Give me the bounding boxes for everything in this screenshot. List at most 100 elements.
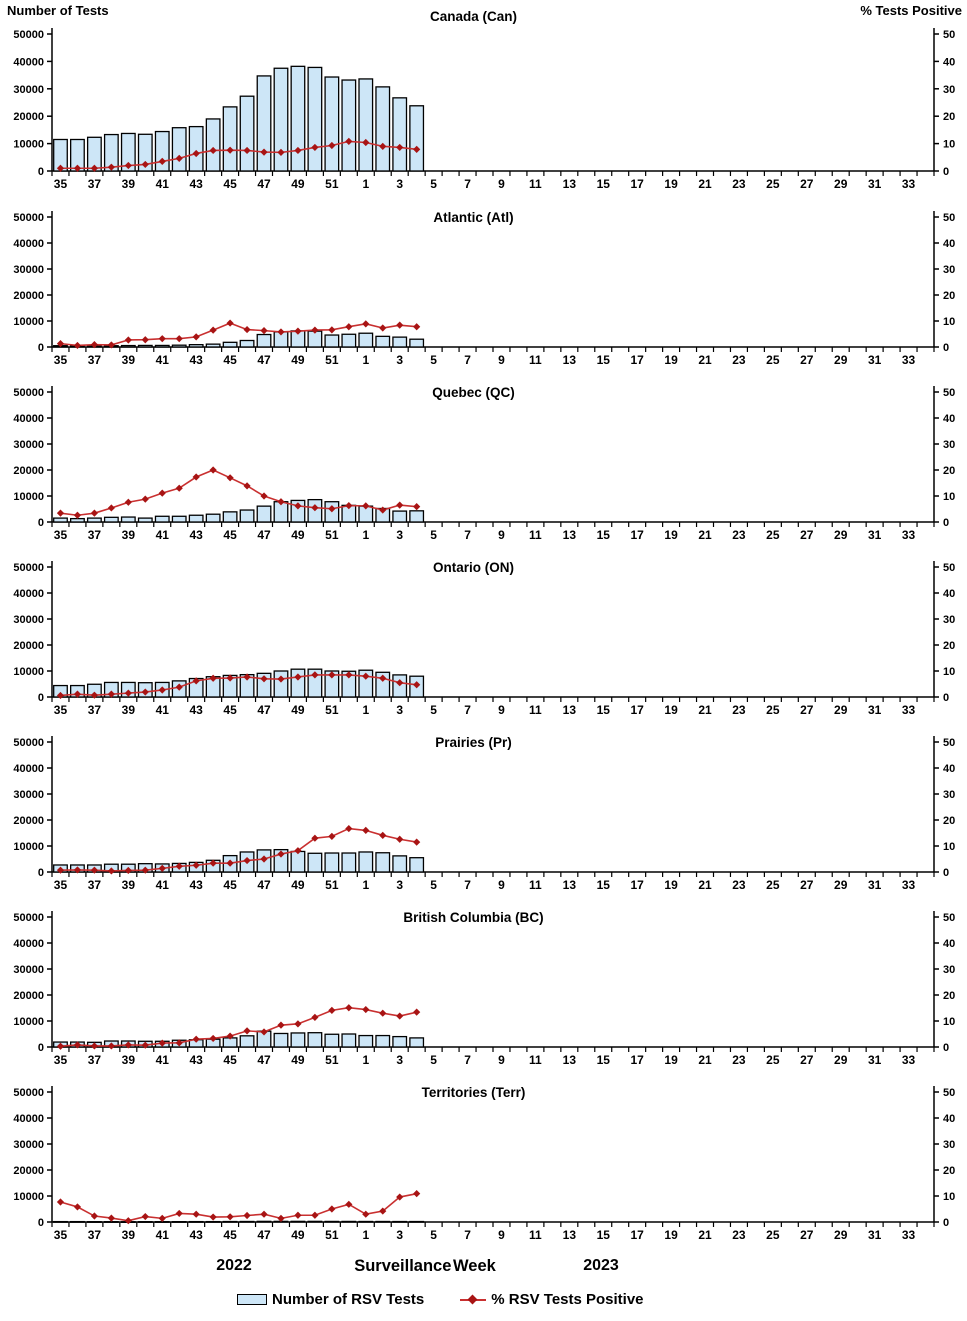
svg-text:30000: 30000 — [13, 84, 44, 96]
svg-text:40000: 40000 — [13, 1113, 44, 1125]
svg-text:20: 20 — [943, 815, 955, 827]
svg-text:51: 51 — [325, 703, 339, 717]
svg-text:30000: 30000 — [13, 264, 44, 276]
svg-text:40: 40 — [943, 238, 955, 250]
svg-text:31: 31 — [868, 1228, 882, 1242]
svg-text:11: 11 — [529, 878, 542, 892]
svg-text:37: 37 — [88, 177, 102, 191]
svg-text:39: 39 — [122, 878, 136, 892]
svg-text:17: 17 — [630, 353, 644, 367]
svg-text:0: 0 — [38, 517, 44, 529]
svg-text:10000: 10000 — [13, 1016, 44, 1028]
svg-text:47: 47 — [257, 1228, 271, 1242]
svg-text:27: 27 — [800, 878, 814, 892]
svg-text:0: 0 — [943, 166, 949, 178]
svg-text:9: 9 — [498, 528, 505, 542]
svg-text:10000: 10000 — [13, 139, 44, 151]
svg-text:51: 51 — [325, 353, 339, 367]
svg-text:5: 5 — [430, 1228, 437, 1242]
svg-text:3: 3 — [396, 528, 403, 542]
svg-text:49: 49 — [291, 878, 305, 892]
svg-text:35: 35 — [54, 353, 68, 367]
svg-text:0: 0 — [943, 1042, 949, 1054]
line-legend-marker — [460, 1294, 487, 1306]
svg-text:20000: 20000 — [13, 640, 44, 652]
svg-text:50000: 50000 — [13, 29, 44, 41]
panel-prairies: Prairies (Pr) 0 0 10000 10 20000 20 30000 30 400… — [0, 720, 967, 895]
svg-text:30: 30 — [943, 439, 955, 451]
svg-text:50000: 50000 — [13, 387, 44, 399]
svg-text:37: 37 — [88, 528, 102, 542]
svg-text:50: 50 — [943, 387, 955, 399]
svg-text:5: 5 — [430, 878, 437, 892]
svg-text:39: 39 — [122, 528, 136, 542]
svg-text:9: 9 — [498, 1228, 505, 1242]
svg-text:35: 35 — [54, 703, 68, 717]
svg-text:49: 49 — [291, 1053, 305, 1067]
svg-text:27: 27 — [800, 353, 814, 367]
svg-text:29: 29 — [834, 353, 848, 367]
svg-text:50: 50 — [943, 912, 955, 924]
svg-text:11: 11 — [529, 177, 542, 191]
svg-text:21: 21 — [698, 1228, 712, 1242]
svg-text:17: 17 — [630, 1053, 644, 1067]
svg-text:3: 3 — [396, 353, 403, 367]
svg-text:20000: 20000 — [13, 465, 44, 477]
svg-text:25: 25 — [766, 878, 780, 892]
svg-text:45: 45 — [223, 703, 237, 717]
svg-text:37: 37 — [88, 878, 102, 892]
svg-text:20: 20 — [943, 1165, 955, 1177]
svg-text:19: 19 — [664, 353, 678, 367]
svg-text:51: 51 — [325, 177, 339, 191]
svg-text:33: 33 — [902, 528, 916, 542]
svg-text:31: 31 — [868, 528, 882, 542]
svg-text:5: 5 — [430, 177, 437, 191]
svg-text:25: 25 — [766, 703, 780, 717]
svg-text:45: 45 — [223, 878, 237, 892]
svg-text:20000: 20000 — [13, 111, 44, 123]
svg-text:11: 11 — [529, 1053, 542, 1067]
svg-text:49: 49 — [291, 703, 305, 717]
svg-text:27: 27 — [800, 177, 814, 191]
svg-text:30000: 30000 — [13, 614, 44, 626]
svg-text:1: 1 — [362, 703, 369, 717]
svg-text:10: 10 — [943, 316, 955, 328]
svg-text:3: 3 — [396, 878, 403, 892]
svg-text:35: 35 — [54, 528, 68, 542]
svg-text:50000: 50000 — [13, 737, 44, 749]
left-axis-title: Number of Tests — [7, 3, 109, 18]
svg-text:49: 49 — [291, 177, 305, 191]
svg-text:31: 31 — [868, 878, 882, 892]
svg-text:15: 15 — [597, 1053, 611, 1067]
svg-text:50000: 50000 — [13, 562, 44, 574]
svg-text:51: 51 — [325, 528, 339, 542]
svg-text:19: 19 — [664, 177, 678, 191]
svg-text:0: 0 — [38, 166, 44, 178]
svg-text:31: 31 — [868, 1053, 882, 1067]
svg-text:29: 29 — [834, 1053, 848, 1067]
svg-text:11: 11 — [529, 353, 542, 367]
svg-text:30000: 30000 — [13, 439, 44, 451]
svg-text:21: 21 — [698, 1053, 712, 1067]
svg-text:10: 10 — [943, 841, 955, 853]
panel-british-columbia: British Columbia (BC) 0 0 10000 10 20000 20 30… — [0, 895, 967, 1070]
svg-text:3: 3 — [396, 1053, 403, 1067]
svg-text:1: 1 — [362, 353, 369, 367]
svg-text:39: 39 — [122, 177, 136, 191]
svg-text:51: 51 — [325, 1228, 339, 1242]
svg-text:19: 19 — [664, 1228, 678, 1242]
svg-text:27: 27 — [800, 703, 814, 717]
svg-text:0: 0 — [943, 517, 949, 529]
svg-text:31: 31 — [868, 177, 882, 191]
svg-text:45: 45 — [223, 1053, 237, 1067]
svg-text:9: 9 — [498, 177, 505, 191]
legend: Number of RSV Tests % RSV Tests Positive — [237, 1291, 644, 1308]
svg-text:30: 30 — [943, 1139, 955, 1151]
svg-text:30: 30 — [943, 614, 955, 626]
svg-text:29: 29 — [834, 703, 848, 717]
svg-text:13: 13 — [563, 177, 577, 191]
svg-text:25: 25 — [766, 177, 780, 191]
